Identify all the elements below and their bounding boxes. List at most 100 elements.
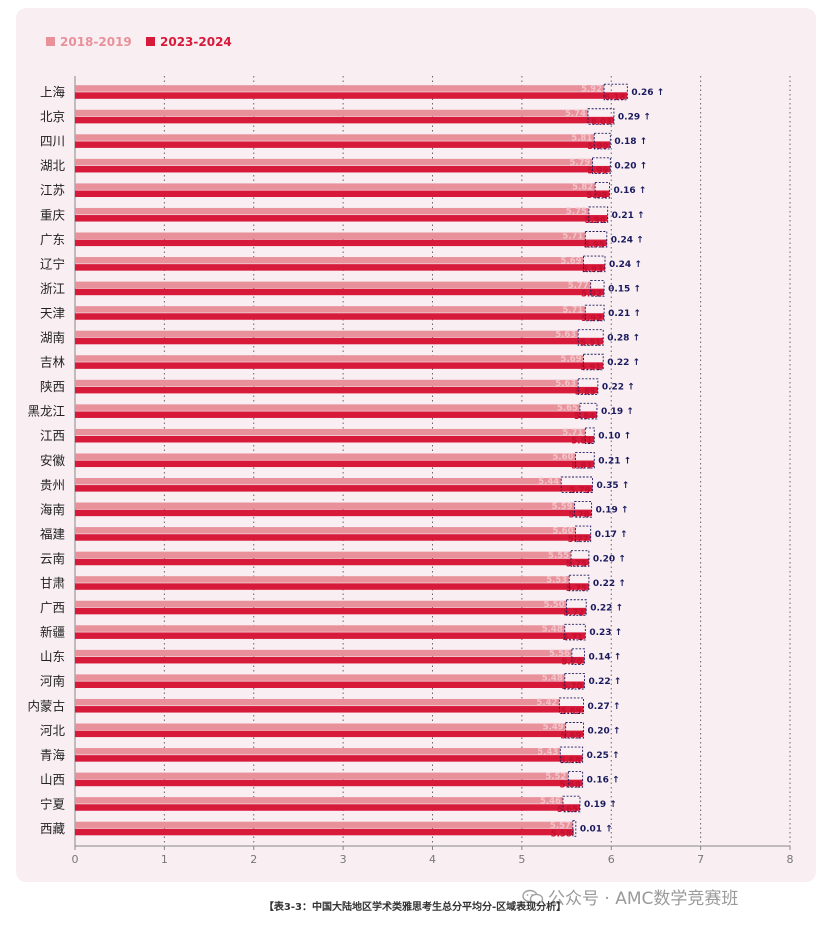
value-label-2018-2019: 5.69: [561, 354, 582, 364]
category-label: 天津: [40, 305, 65, 320]
legend-label-2018-2019: 2018-2019: [60, 35, 132, 49]
difference-box: [575, 452, 595, 469]
bar-2023-2024: [75, 755, 583, 762]
bar-2018-2019: [75, 576, 570, 583]
bar-2023-2024: [75, 141, 611, 148]
category-label: 四川: [40, 134, 65, 149]
x-tick-label: 8: [787, 853, 794, 866]
value-label-2023-2024: 5.78: [569, 510, 590, 520]
value-label-2018-2019: 5.48: [542, 674, 563, 684]
value-label-2018-2019: 5.63: [555, 379, 576, 389]
bar-2018-2019: [75, 748, 561, 755]
value-label-2018-2019: 5.77: [568, 281, 589, 291]
bar-2018-2019: [75, 134, 595, 141]
category-label: 江苏: [40, 183, 65, 198]
category-label: 上海: [40, 85, 66, 100]
wechat-icon: [522, 889, 544, 904]
value-label-2023-2024: 5.70: [561, 658, 582, 668]
bar-2023-2024: [75, 116, 614, 124]
category-label: 安徽: [40, 453, 66, 468]
bar-2018-2019: [75, 158, 593, 166]
difference-label: 0.22 ↑: [602, 383, 635, 393]
value-label-2023-2024: 5.99: [587, 167, 608, 177]
value-label-2023-2024: 5.98: [586, 191, 607, 201]
watermark-text: 公众号 · AMC数学竞赛班: [548, 889, 739, 909]
difference-box: [579, 402, 598, 420]
value-label-2018-2019: 5.50: [544, 600, 565, 610]
difference-label: 0.22 ↑: [607, 358, 640, 368]
category-label: 浙江: [40, 281, 65, 296]
bar-2018-2019: [75, 379, 579, 387]
difference-box: [588, 206, 609, 223]
value-label-2018-2019: 5.48: [542, 625, 563, 635]
x-tick-label: 7: [697, 853, 704, 866]
difference-box: [584, 427, 595, 444]
bar-2023-2024: [75, 92, 628, 99]
bar-2023-2024: [75, 215, 608, 222]
value-label-2023-2024: 5.75: [566, 584, 587, 594]
bar-2023-2024: [75, 485, 593, 492]
bar-2018-2019: [75, 257, 584, 264]
difference-label: 0.16 ↑: [587, 775, 620, 785]
bar-2023-2024: [75, 534, 591, 541]
value-label-2023-2024: 5.81: [571, 437, 592, 447]
value-label-2018-2019: 5.56: [549, 649, 570, 659]
category-label: 广西: [40, 600, 65, 615]
x-tick-label: 0: [72, 853, 79, 866]
bar-2023-2024: [75, 460, 595, 468]
category-label: 湖南: [40, 330, 65, 345]
value-label-2023-2024: 5.93: [582, 265, 603, 275]
difference-label: 0.35 ↑: [596, 481, 629, 491]
value-label-2023-2024: 5.77: [568, 535, 589, 545]
value-label-2023-2024: 5.71: [562, 633, 583, 643]
bar-2018-2019: [75, 404, 580, 411]
category-label: 山西: [40, 772, 65, 787]
value-label-2018-2019: 5.53: [546, 575, 567, 585]
category-label: 广东: [40, 232, 65, 247]
category-label: 海南: [40, 502, 65, 517]
value-label-2023-2024: 6.18: [604, 93, 625, 103]
bar-2023-2024: [75, 828, 574, 836]
bar-2023-2024: [75, 632, 586, 639]
bar-2018-2019: [75, 207, 589, 215]
difference-label: 0.20 ↑: [588, 726, 621, 736]
bar-2018-2019: [75, 478, 562, 485]
difference-box: [562, 795, 581, 813]
bar-2023-2024: [75, 558, 589, 566]
difference-label: 0.22 ↑: [588, 677, 621, 687]
difference-box: [594, 181, 610, 199]
bar-2023-2024: [75, 804, 580, 811]
bar-2018-2019: [75, 674, 565, 681]
bar-2018-2019: [75, 502, 575, 510]
value-label-2023-2024: 5.70: [561, 682, 582, 692]
bar-2018-2019: [75, 330, 579, 338]
category-label: 甘肃: [40, 576, 65, 591]
value-label-2023-2024: 5.75: [566, 559, 587, 569]
difference-box: [566, 599, 587, 616]
category-label: 贵州: [40, 477, 65, 492]
value-label-2023-2024: 5.68: [560, 756, 581, 766]
difference-label: 0.10 ↑: [598, 432, 631, 442]
difference-box: [575, 525, 592, 543]
difference-label: 0.24 ↑: [611, 235, 644, 245]
value-label-2018-2019: 5.71: [562, 305, 583, 315]
difference-label: 0.28 ↑: [607, 334, 640, 344]
bar-2023-2024: [75, 730, 584, 738]
category-label: 北京: [40, 109, 65, 124]
legend-label-2023-2024: 2023-2024: [160, 35, 232, 49]
difference-box: [564, 672, 585, 690]
bar-2023-2024: [75, 681, 585, 688]
category-label: 内蒙古: [27, 698, 65, 713]
difference-label: 0.22 ↑: [593, 579, 626, 589]
difference-label: 0.21 ↑: [612, 211, 645, 221]
bar-2018-2019: [75, 355, 584, 362]
bar-2018-2019: [75, 600, 567, 608]
bar-2018-2019: [75, 232, 586, 239]
bar-2023-2024: [75, 264, 605, 271]
difference-label: 0.26 ↑: [631, 88, 664, 98]
value-label-2023-2024: 5.72: [563, 609, 584, 619]
category-label: 宁夏: [40, 796, 66, 811]
value-label-2023-2024: 6.03: [591, 118, 612, 128]
category-label: 西藏: [40, 821, 66, 836]
